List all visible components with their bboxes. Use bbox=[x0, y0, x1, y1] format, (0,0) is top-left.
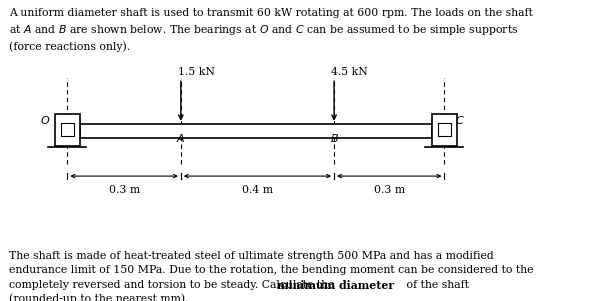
Text: 0.4 m: 0.4 m bbox=[242, 185, 273, 195]
Text: $C$: $C$ bbox=[455, 114, 465, 126]
Bar bbox=[432, 114, 457, 146]
Bar bbox=[80, 124, 432, 138]
Text: 1.5 kN: 1.5 kN bbox=[178, 67, 215, 77]
Text: (rounded-up to the nearest mm).: (rounded-up to the nearest mm). bbox=[9, 294, 189, 301]
Text: $B$: $B$ bbox=[330, 132, 338, 144]
Text: $O$: $O$ bbox=[40, 114, 50, 126]
Text: 0.3 m: 0.3 m bbox=[374, 185, 405, 195]
Bar bbox=[61, 123, 74, 136]
Text: completely reversed and torsion to be steady. Calculate the: completely reversed and torsion to be st… bbox=[9, 280, 338, 290]
Text: minimum diameter: minimum diameter bbox=[277, 280, 394, 291]
Text: The shaft is made of heat-treated steel of ultimate strength 500 MPa and has a m: The shaft is made of heat-treated steel … bbox=[9, 251, 494, 261]
Text: endurance limit of 150 MPa. Due to the rotation, the bending moment can be consi: endurance limit of 150 MPa. Due to the r… bbox=[9, 265, 534, 275]
Text: 0.3 m: 0.3 m bbox=[109, 185, 140, 195]
Text: 4.5 kN: 4.5 kN bbox=[331, 67, 368, 77]
Text: A uniform diameter shaft is used to transmit 60 kW rotating at 600 rpm. The load: A uniform diameter shaft is used to tran… bbox=[9, 8, 533, 52]
Text: of the shaft: of the shaft bbox=[403, 280, 470, 290]
Bar bbox=[438, 123, 451, 136]
Bar bbox=[55, 114, 80, 146]
Text: $A$: $A$ bbox=[176, 132, 186, 144]
